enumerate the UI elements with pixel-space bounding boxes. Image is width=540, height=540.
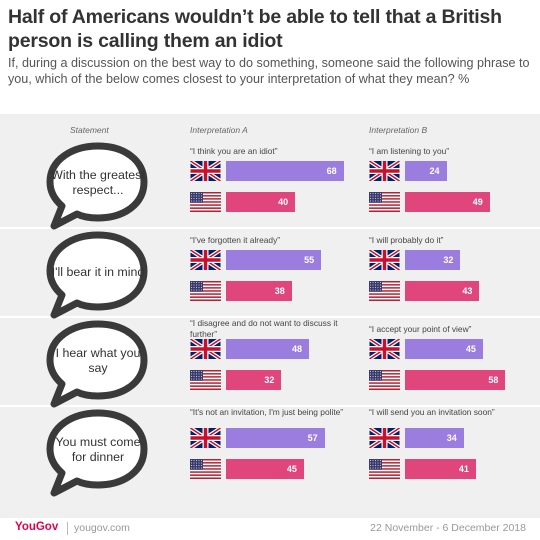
bar-us-interp-a: 38 (226, 281, 292, 301)
bar-uk-interp-a: 68 (226, 161, 344, 181)
uk-flag-icon (189, 426, 222, 450)
column-header-interpretation-a: Interpretation A (190, 125, 248, 135)
bar-value-label: 34 (446, 433, 457, 443)
uk-flag-icon (368, 426, 401, 450)
bar-uk-interp-a: 55 (226, 250, 322, 270)
bar-us-interp-b: 41 (405, 459, 476, 479)
bar-value-label: 49 (472, 197, 483, 207)
speech-bubble: I'll bear it in mind (40, 229, 156, 319)
interpretation-b-label: “I accept your point of view” (369, 324, 472, 334)
yougov-logo: YouGov (15, 521, 59, 533)
footer-date: 22 November - 6 December 2018 (370, 522, 526, 534)
statement-text: With the greatest respect... (51, 168, 145, 197)
uk-flag-icon (189, 159, 222, 183)
bar-value-label: 68 (326, 166, 337, 176)
statement-text: I hear what you say (55, 346, 141, 375)
speech-bubble: I hear what you say (40, 318, 156, 408)
interpretation-b-label: “I will probably do it” (369, 235, 444, 245)
us-flag-icon (190, 281, 221, 302)
speech-bubble: With the greatest respect... (40, 140, 156, 230)
bar-uk-interp-a: 48 (226, 339, 310, 359)
bar-uk-interp-b: 45 (405, 339, 483, 359)
interpretation-a-label: “I disagree and do not want to discuss i… (190, 318, 338, 339)
interpretation-b-label: “I will send you an invitation soon” (369, 407, 495, 417)
interpretation-a-label: “I think you are an idiot” (190, 146, 278, 156)
uk-flag-icon (368, 248, 401, 272)
bar-us-interp-b: 43 (405, 281, 480, 301)
bar-value-label: 48 (292, 344, 303, 354)
interpretation-b-label: “I am listening to you” (369, 146, 450, 156)
bar-uk-interp-b: 34 (405, 428, 464, 448)
uk-flag-icon (189, 337, 222, 361)
bar-value-label: 24 (429, 166, 440, 176)
bar-uk-interp-b: 32 (405, 250, 461, 270)
row-separator (0, 405, 540, 407)
bar-us-interp-a: 40 (226, 192, 296, 212)
bar-uk-interp-a: 57 (226, 428, 325, 448)
footer-divider (67, 522, 68, 535)
bar-value-label: 45 (286, 464, 297, 474)
us-flag-icon (369, 370, 400, 391)
speech-bubble: You must come for dinner (40, 407, 156, 497)
bar-us-interp-b: 58 (405, 370, 506, 390)
uk-flag-icon (368, 159, 401, 183)
bar-value-label: 55 (304, 255, 315, 265)
bar-value-label: 58 (488, 375, 499, 385)
column-header-interpretation-b: Interpretation B (369, 125, 428, 135)
row-separator (0, 316, 540, 318)
chart-title: Half of Americans wouldn’t be able to te… (8, 6, 502, 52)
bar-value-label: 38 (274, 286, 285, 296)
us-flag-icon (190, 192, 221, 213)
us-flag-icon (190, 370, 221, 391)
us-flag-icon (190, 459, 221, 480)
bar-us-interp-a: 45 (226, 459, 304, 479)
bar-uk-interp-b: 24 (405, 161, 447, 181)
chart-subtitle: If, during a discussion on the best way … (8, 56, 530, 86)
bar-value-label: 40 (278, 197, 289, 207)
bar-value-label: 43 (462, 286, 473, 296)
footer-url: yougov.com (74, 522, 130, 534)
uk-flag-icon (368, 337, 401, 361)
us-flag-icon (369, 281, 400, 302)
row-separator (0, 227, 540, 229)
bar-us-interp-b: 49 (405, 192, 490, 212)
bar-value-label: 32 (264, 375, 275, 385)
us-flag-icon (369, 459, 400, 480)
bar-us-interp-a: 32 (226, 370, 282, 390)
us-flag-icon (369, 192, 400, 213)
interpretation-a-label: “I've forgotten it already” (190, 235, 281, 245)
bar-value-label: 57 (307, 433, 318, 443)
uk-flag-icon (189, 248, 222, 272)
statement-text: I'll bear it in mind (51, 264, 145, 279)
interpretation-a-label: “It's not an invitation, I'm just being … (190, 407, 344, 417)
bar-value-label: 45 (465, 344, 476, 354)
bar-value-label: 32 (443, 255, 454, 265)
statement-text: You must come for dinner (55, 435, 141, 464)
column-header-statement: Statement (70, 125, 109, 135)
bar-value-label: 41 (458, 464, 469, 474)
